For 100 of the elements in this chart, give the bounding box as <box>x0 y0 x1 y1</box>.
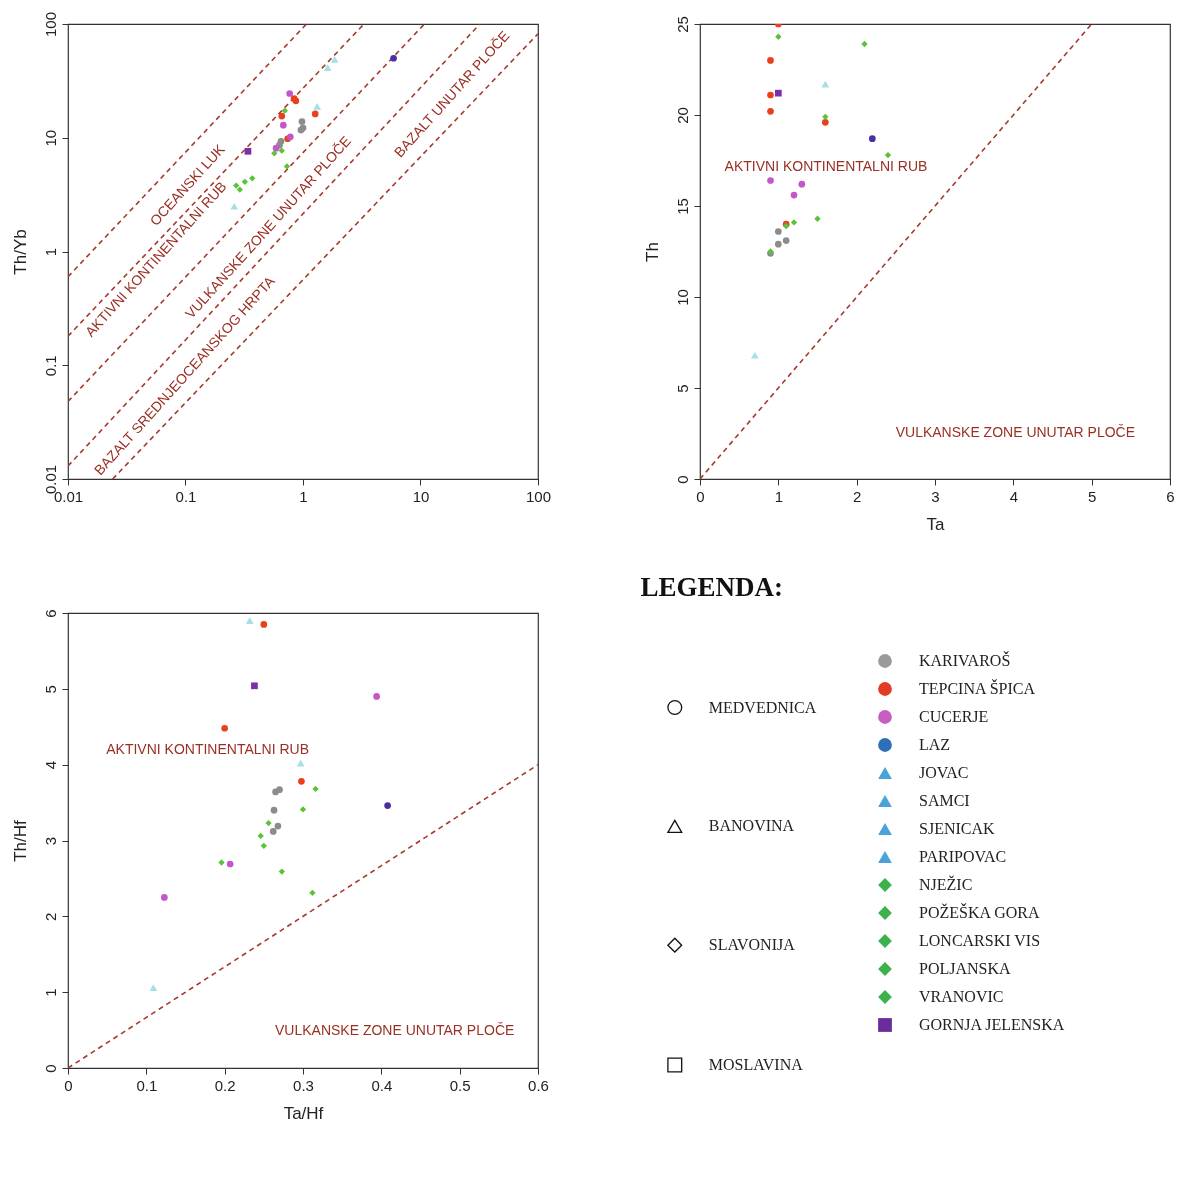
point <box>278 868 286 875</box>
y-tick-label: 0.1 <box>41 355 59 377</box>
x-tick-label: 3 <box>931 487 940 505</box>
point <box>251 682 258 690</box>
y-tick-label: 100 <box>41 11 59 38</box>
point <box>775 33 782 40</box>
point <box>298 778 305 785</box>
point <box>149 984 158 991</box>
y-tick-label: 5 <box>41 685 59 694</box>
point <box>309 889 316 896</box>
legend-label: GORNJA JELENSKA <box>919 1016 1065 1033</box>
point <box>774 89 782 97</box>
x-tick-label: 10 <box>412 487 430 505</box>
point <box>299 806 307 813</box>
legend-label: SLAVONIJA <box>708 936 796 954</box>
y-axis-title: Th <box>642 242 662 262</box>
annotation: VULKANSKE ZONE UNUTAR PLOČE <box>274 1022 515 1039</box>
y-axis-title: Th/Yb <box>10 229 30 275</box>
point <box>798 180 806 188</box>
y-tick-label: 6 <box>41 609 59 618</box>
x-tick-label: 0.6 <box>528 1076 549 1094</box>
point <box>274 822 282 830</box>
text: LEGENDA: <box>640 571 784 602</box>
legend-label: SJENICAK <box>919 820 996 837</box>
legend-label: MEDVEDNICA <box>708 698 817 716</box>
legend-label: LONCARSKI VIS <box>919 932 1041 949</box>
x-tick-label: 0.3 <box>293 1076 314 1094</box>
y-tick-label: 3 <box>41 836 59 846</box>
y-tick-label: 20 <box>673 107 691 124</box>
legend-label: KARIVAROŠ <box>919 651 1011 669</box>
legend-label: NJEŽIC <box>919 875 973 893</box>
legend-label: POŽEŠKA GORA <box>919 903 1040 921</box>
x-tick-label: 1 <box>774 487 784 505</box>
point <box>782 237 790 244</box>
legend-label: CUCERJE <box>919 708 989 725</box>
legend-label: POLJANSKA <box>919 960 1012 977</box>
legend-label: JOVAC <box>919 764 969 781</box>
y-tick-label: 10 <box>41 129 59 147</box>
y-tick-label: 1 <box>41 247 59 257</box>
point <box>790 219 798 226</box>
x-tick-label: 1 <box>299 487 308 505</box>
y-tick-label: 5 <box>673 384 691 393</box>
legend-label: BANOVINA <box>708 817 795 835</box>
point <box>260 621 268 628</box>
x-tick-label: 0 <box>696 487 705 505</box>
x-tick-label: 100 <box>525 487 552 505</box>
point <box>384 802 391 809</box>
y-tick-label: 4 <box>41 760 59 770</box>
x-tick-label: 5 <box>1087 487 1097 505</box>
x-tick-label: 0 <box>64 1076 73 1094</box>
point <box>245 617 254 624</box>
y-tick-label: 10 <box>673 289 691 306</box>
point <box>260 842 267 849</box>
x-tick-label: 6 <box>1166 487 1175 505</box>
x-tick-label: 0.4 <box>371 1076 393 1094</box>
point <box>276 786 283 794</box>
legend-label: MOSLAVINA <box>708 1056 804 1073</box>
point <box>312 785 319 793</box>
x-tick-label: 0.2 <box>214 1076 236 1094</box>
point <box>767 177 774 184</box>
x-axis-title: Ta <box>926 514 946 534</box>
annotation: VULKANSKE ZONE UNUTAR PLOČE <box>895 423 1136 440</box>
legend-label: PARIPOVAC <box>919 848 1007 865</box>
point <box>767 108 774 115</box>
y-tick-label: 25 <box>673 16 691 33</box>
point <box>861 40 868 48</box>
annotation: AKTIVNI KONTINENTALNI RUB <box>724 158 928 175</box>
point <box>221 724 229 732</box>
point <box>884 151 892 159</box>
x-tick-label: 0.1 <box>175 487 197 505</box>
x-tick-label: 4 <box>1009 487 1019 505</box>
y-axis-title: Th/Hf <box>10 819 30 862</box>
legend-label: LAZ <box>919 736 951 753</box>
y-tick-label: 1 <box>41 988 59 997</box>
point <box>257 832 264 840</box>
y-tick-label: 2 <box>41 912 59 922</box>
point <box>269 828 277 835</box>
legend-label: SAMCI <box>919 792 970 809</box>
y-tick-label: 0 <box>673 475 691 484</box>
point <box>774 228 782 235</box>
y-tick-label: 15 <box>673 198 691 215</box>
point <box>814 215 821 222</box>
x-tick-label: 2 <box>852 487 862 505</box>
point <box>767 57 774 64</box>
annotation: AKTIVNI KONTINENTALNI RUB <box>106 740 309 757</box>
point <box>226 860 234 868</box>
point <box>265 819 272 827</box>
point <box>868 135 876 143</box>
point <box>790 191 798 199</box>
point <box>767 91 774 99</box>
point <box>218 859 225 866</box>
point <box>270 806 278 814</box>
x-tick-label: 0.5 <box>449 1076 471 1094</box>
point <box>750 351 759 359</box>
point <box>373 693 380 700</box>
legend-label: VRANOVIC <box>919 988 1004 1005</box>
point <box>774 240 782 248</box>
point <box>822 113 829 120</box>
x-tick-label: 0.1 <box>136 1076 158 1094</box>
y-tick-label: 0 <box>41 1064 59 1073</box>
